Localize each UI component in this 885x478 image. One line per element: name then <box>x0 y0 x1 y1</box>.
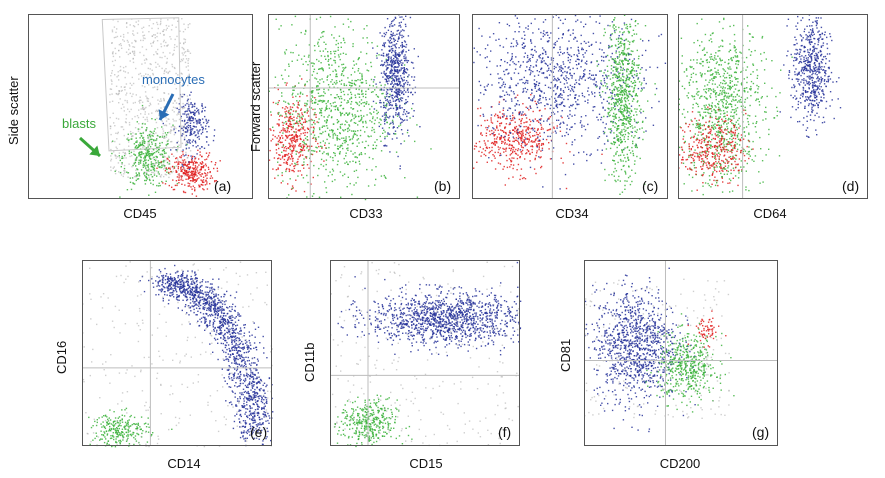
panel-a: monocytes blasts (a) <box>28 14 253 199</box>
ylabel-f: CD11b <box>302 342 317 382</box>
plot-frame-a <box>28 14 253 199</box>
xlabel-e: CD14 <box>167 456 201 471</box>
plot-frame-g <box>584 260 778 446</box>
panel-b: (b) <box>268 14 460 201</box>
panel-label-b: (b) <box>434 178 452 194</box>
population-f-2 <box>330 261 520 447</box>
blasts-arrow-head <box>89 145 100 156</box>
xlabel-b: CD33 <box>349 206 383 221</box>
population-e-1 <box>88 407 173 448</box>
panel-c: (c) <box>472 14 668 200</box>
ylabel-a: Side scatter <box>6 76 21 145</box>
annotation-blasts: blasts <box>62 116 96 131</box>
population-c-0 <box>473 94 603 190</box>
population-e-2 <box>82 261 273 448</box>
panel-label-c: (c) <box>642 178 659 194</box>
plot-frame-b <box>268 14 460 199</box>
xlabel-d: CD64 <box>753 206 787 221</box>
xlabel-c: CD34 <box>555 206 589 221</box>
panel-label-a: (a) <box>214 178 232 194</box>
plot-frame-f <box>330 260 520 446</box>
population-f-0 <box>337 261 522 357</box>
population-d-0 <box>678 17 793 196</box>
population-e-0 <box>139 264 274 447</box>
annotation-monocytes: monocytes <box>142 72 205 87</box>
panel-e: (e) <box>82 260 274 448</box>
population-a-1 <box>111 104 188 198</box>
panel-label-f: (f) <box>498 424 512 440</box>
population-g-0 <box>584 267 706 433</box>
population-b-2 <box>372 14 421 170</box>
panel-g: (g) <box>584 260 778 446</box>
population-g-2 <box>687 310 727 348</box>
population-a-3 <box>162 91 216 170</box>
xlabel-f: CD15 <box>409 456 443 471</box>
plot-e <box>82 260 274 448</box>
population-d-2 <box>779 14 842 138</box>
monocytes-arrow-head <box>158 109 170 120</box>
panel-label-e: (e) <box>250 424 268 440</box>
plot-g <box>584 260 778 446</box>
population-g-3 <box>584 278 730 419</box>
plot-c <box>472 14 668 200</box>
plot-a <box>28 14 253 199</box>
gate-outline-a <box>101 17 182 152</box>
panel-label-g: (g) <box>752 424 770 440</box>
population-a-2 <box>156 149 221 197</box>
ylabel-g: CD81 <box>558 338 573 372</box>
ylabel-e: CD16 <box>54 340 69 374</box>
xlabel-g: CD200 <box>659 456 701 471</box>
panel-d: (d) <box>678 14 868 199</box>
plot-b <box>268 14 460 201</box>
panel-label-d: (d) <box>842 178 860 194</box>
plot-frame-e <box>82 260 272 446</box>
population-f-1 <box>333 394 413 448</box>
population-c-1 <box>473 14 667 190</box>
plot-d <box>678 14 868 199</box>
population-c-2 <box>595 14 656 200</box>
population-b-0 <box>268 78 327 193</box>
ylabel-b: Forward scatter <box>248 61 263 152</box>
panel-f: (f) <box>330 260 522 448</box>
plot-f <box>330 260 522 448</box>
plot-frame-d <box>678 14 868 199</box>
plot-frame-c <box>472 14 668 199</box>
xlabel-a: CD45 <box>123 206 157 221</box>
